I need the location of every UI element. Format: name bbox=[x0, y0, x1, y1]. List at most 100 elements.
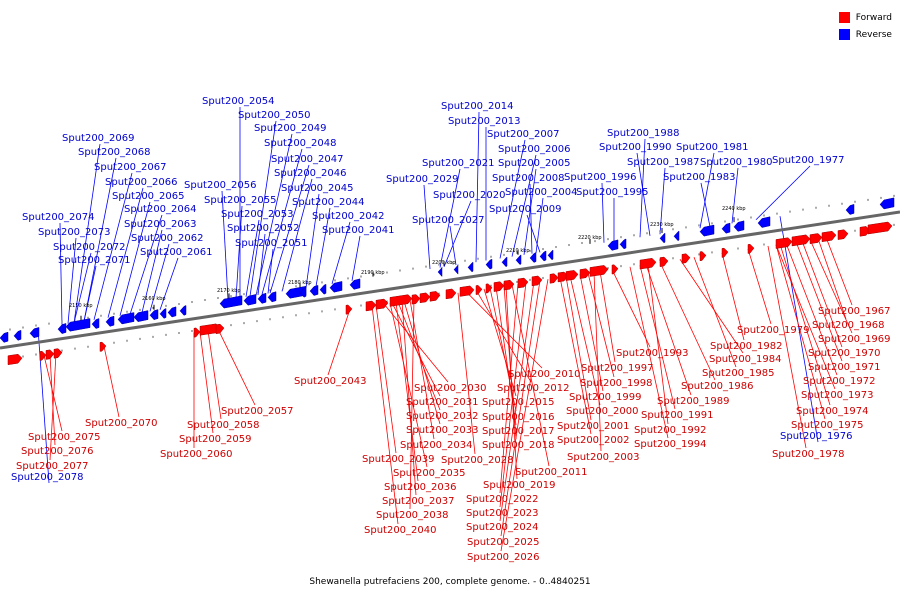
forward-gene bbox=[7, 353, 23, 366]
forward-leader-line bbox=[611, 269, 651, 348]
forward-gene bbox=[493, 281, 505, 292]
forward-gene bbox=[485, 283, 493, 294]
reverse-leader-line bbox=[83, 157, 117, 322]
reverse-gene-label: Sput200_2072 bbox=[53, 242, 126, 253]
forward-leader-line bbox=[371, 305, 399, 525]
reverse-gene bbox=[349, 278, 361, 290]
forward-gene bbox=[45, 349, 55, 360]
reverse-leader-line bbox=[636, 152, 651, 236]
reverse-leader-line bbox=[511, 154, 537, 257]
reverse-gene bbox=[267, 291, 277, 303]
forward-gene-label: Sput200_1975 bbox=[791, 420, 864, 431]
forward-gene-label: Sput200_1969 bbox=[818, 334, 891, 345]
reverse-gene bbox=[699, 224, 715, 237]
forward-gene-label: Sput200_2000 bbox=[566, 406, 639, 417]
forward-leader-line bbox=[499, 283, 519, 494]
reverse-leader-line bbox=[221, 190, 229, 300]
forward-gene-label: Sput200_2076 bbox=[21, 446, 94, 457]
reverse-leader-line bbox=[601, 182, 605, 243]
forward-gene-label: Sput200_1979 bbox=[737, 325, 810, 336]
reverse-gene-label: Sput200_2055 bbox=[204, 195, 277, 206]
forward-gene bbox=[589, 265, 609, 277]
forward-leader-line bbox=[559, 277, 592, 435]
forward-gene-label: Sput200_2032 bbox=[406, 411, 479, 422]
forward-gene bbox=[721, 247, 729, 258]
forward-gene bbox=[445, 288, 457, 300]
reverse-leader-line bbox=[523, 168, 537, 255]
reverse-gene bbox=[845, 204, 855, 215]
forward-gene-label: Sput200_2075 bbox=[28, 432, 101, 443]
reverse-gene-label: Sput200_2006 bbox=[498, 144, 571, 155]
forward-leader-line bbox=[569, 275, 601, 406]
reverse-gene bbox=[659, 232, 666, 244]
reverse-leader-line bbox=[659, 167, 666, 235]
forward-leader-line bbox=[587, 273, 615, 378]
kbp-tick-label: 2230 kbp bbox=[650, 222, 674, 228]
forward-leader-line bbox=[599, 271, 616, 363]
forward-leader-line bbox=[679, 259, 744, 354]
forward-gene bbox=[639, 258, 657, 270]
forward-leader-line bbox=[391, 302, 441, 397]
forward-gene-label: Sput200_1986 bbox=[681, 381, 754, 392]
reverse-leader-line bbox=[149, 243, 170, 312]
reverse-gene bbox=[539, 250, 547, 262]
forward-gene-label: Sput200_2024 bbox=[466, 522, 539, 533]
reverse-leader-line bbox=[475, 111, 480, 263]
forward-gene-label: Sput200_2060 bbox=[160, 449, 233, 460]
forward-gene-label: Sput200_1998 bbox=[580, 378, 653, 389]
forward-gene bbox=[809, 233, 823, 244]
genome-title: Shewanella putrefaciens 200, complete ge… bbox=[309, 577, 591, 587]
forward-leader-line bbox=[593, 272, 602, 452]
reverse-gene-label: Sput200_2050 bbox=[238, 110, 311, 121]
reverse-leader-line bbox=[245, 219, 260, 297]
reverse-leader-line bbox=[129, 214, 163, 315]
forward-gene bbox=[193, 327, 201, 338]
reverse-gene bbox=[501, 256, 508, 268]
reverse-gene bbox=[309, 285, 319, 296]
reverse-gene-label: Sput200_1981 bbox=[676, 142, 749, 153]
reverse-gene-label: Sput200_2029 bbox=[386, 174, 459, 185]
reverse-leader-line bbox=[119, 201, 151, 316]
forward-gene-label: Sput200_2026 bbox=[467, 552, 540, 563]
forward-gene-label: Sput200_1970 bbox=[808, 348, 881, 359]
forward-leader-line bbox=[403, 300, 441, 425]
forward-gene-label: Sput200_2037 bbox=[382, 496, 455, 507]
forward-leader-line bbox=[721, 252, 745, 341]
reverse-gene-label: Sput200_2071 bbox=[58, 255, 131, 266]
reverse-gene-label: Sput200_2009 bbox=[489, 204, 562, 215]
forward-gene bbox=[375, 298, 389, 310]
reverse-leader-line bbox=[449, 225, 457, 266]
reverse-leader-line bbox=[779, 216, 819, 443]
reverse-gene-label: Sput200_2064 bbox=[124, 204, 197, 215]
forward-gene-label: Sput200_1993 bbox=[616, 348, 689, 359]
forward-gene-label: Sput200_2070 bbox=[85, 418, 158, 429]
forward-gene-label: Sput200_2036 bbox=[384, 482, 457, 493]
reverse-leader-line bbox=[499, 139, 526, 259]
forward-gene bbox=[867, 221, 893, 235]
forward-gene bbox=[837, 229, 849, 240]
reverse-leader-line bbox=[107, 187, 144, 318]
forward-gene bbox=[53, 348, 63, 359]
forward-leader-line bbox=[579, 274, 604, 392]
forward-leader-line bbox=[457, 292, 476, 455]
reverse-gene bbox=[167, 306, 177, 318]
forward-gene-label: Sput200_2001 bbox=[557, 421, 630, 432]
legend-forward-label: Forward bbox=[855, 12, 892, 23]
reverse-gene-label: Sput200_2045 bbox=[281, 183, 354, 194]
forward-gene-label: Sput200_2033 bbox=[406, 425, 479, 436]
reverse-gene-label: Sput200_1980 bbox=[700, 157, 773, 168]
reverse-gene bbox=[673, 230, 680, 242]
forward-leader-line bbox=[49, 354, 56, 446]
reverse-leader-line bbox=[59, 222, 63, 325]
legend: Forward Reverse bbox=[838, 9, 892, 43]
reverse-gene bbox=[453, 264, 459, 275]
forward-gene-label: Sput200_2015 bbox=[482, 397, 555, 408]
reverse-gene-label: Sput200_2074 bbox=[22, 212, 95, 223]
reverse-gene-label: Sput200_2066 bbox=[105, 177, 178, 188]
forward-gene bbox=[389, 294, 413, 307]
label-leader-lines bbox=[37, 107, 853, 552]
reverse-leader-line bbox=[267, 248, 274, 294]
forward-leader-line bbox=[629, 266, 669, 439]
reverse-leader-line bbox=[73, 143, 101, 323]
